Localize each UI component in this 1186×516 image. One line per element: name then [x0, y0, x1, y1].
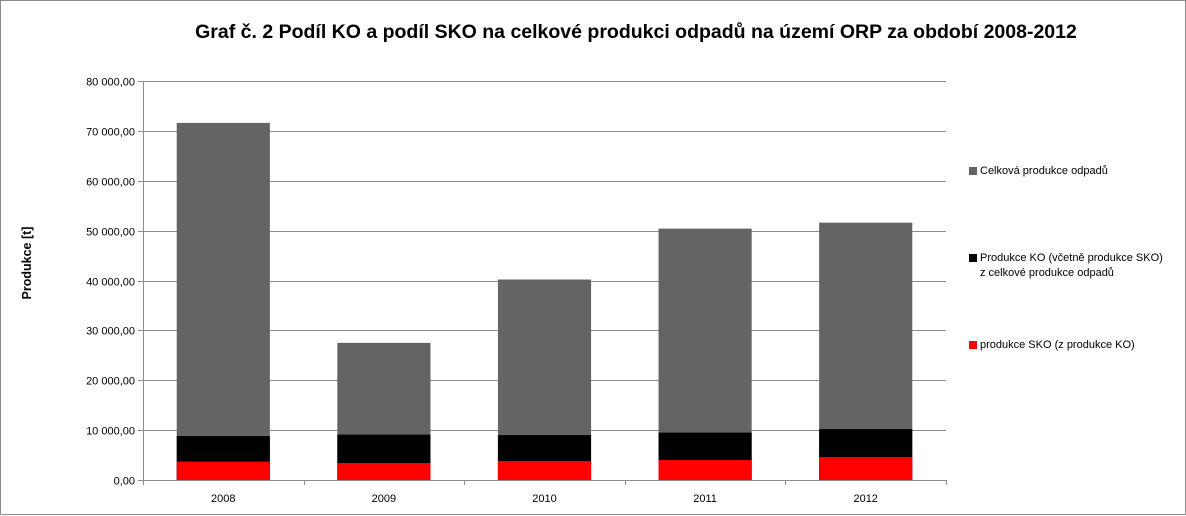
y-tick-label: 60 000,00	[86, 177, 135, 189]
y-tick-label: 20 000,00	[86, 376, 135, 388]
y-tick-label: 30 000,00	[86, 326, 135, 338]
y-tick-label: 10 000,00	[86, 426, 135, 438]
legend-swatch-sko	[969, 341, 977, 349]
y-tick-label: 0,00	[114, 476, 135, 488]
bar-sko-2011	[658, 460, 752, 480]
legend-item-ko: Produkce KO (včetně produkce SKO) z celk…	[969, 251, 1169, 281]
bar-sko-2009	[337, 463, 431, 480]
legend-label-total: Celková produkce odpadů	[980, 165, 1108, 177]
bar-sko-2010	[497, 461, 592, 480]
chart-title: Graf č. 2 Podíl KO a podíl SKO na celkov…	[195, 21, 1077, 43]
y-tick-label: 80 000,00	[86, 77, 135, 89]
legend-swatch-total	[969, 167, 977, 175]
y-tick-label: 40 000,00	[86, 277, 135, 289]
legend-swatch-ko	[969, 254, 977, 262]
legend-label-ko: Produkce KO (včetně produkce SKO) z celk…	[980, 252, 1163, 279]
x-tick-label: 2010	[532, 493, 556, 505]
x-tick-label: 2008	[211, 493, 235, 505]
bar-sko-2012	[819, 457, 913, 480]
y-tick-label: 50 000,00	[86, 227, 135, 239]
x-tick-label: 2012	[853, 493, 877, 505]
legend-item-total: Celková produkce odpadů	[969, 164, 1108, 179]
x-tick-label: 2011	[693, 493, 717, 505]
legend-label-sko: produkce SKO (z produkce KO)	[980, 339, 1135, 351]
bar-total-2008	[176, 122, 270, 481]
legend-item-sko: produkce SKO (z produkce KO)	[969, 338, 1135, 353]
x-tick-label: 2009	[372, 493, 396, 505]
y-tick-label: 70 000,00	[86, 127, 135, 139]
bar-sko-2008	[176, 461, 270, 480]
